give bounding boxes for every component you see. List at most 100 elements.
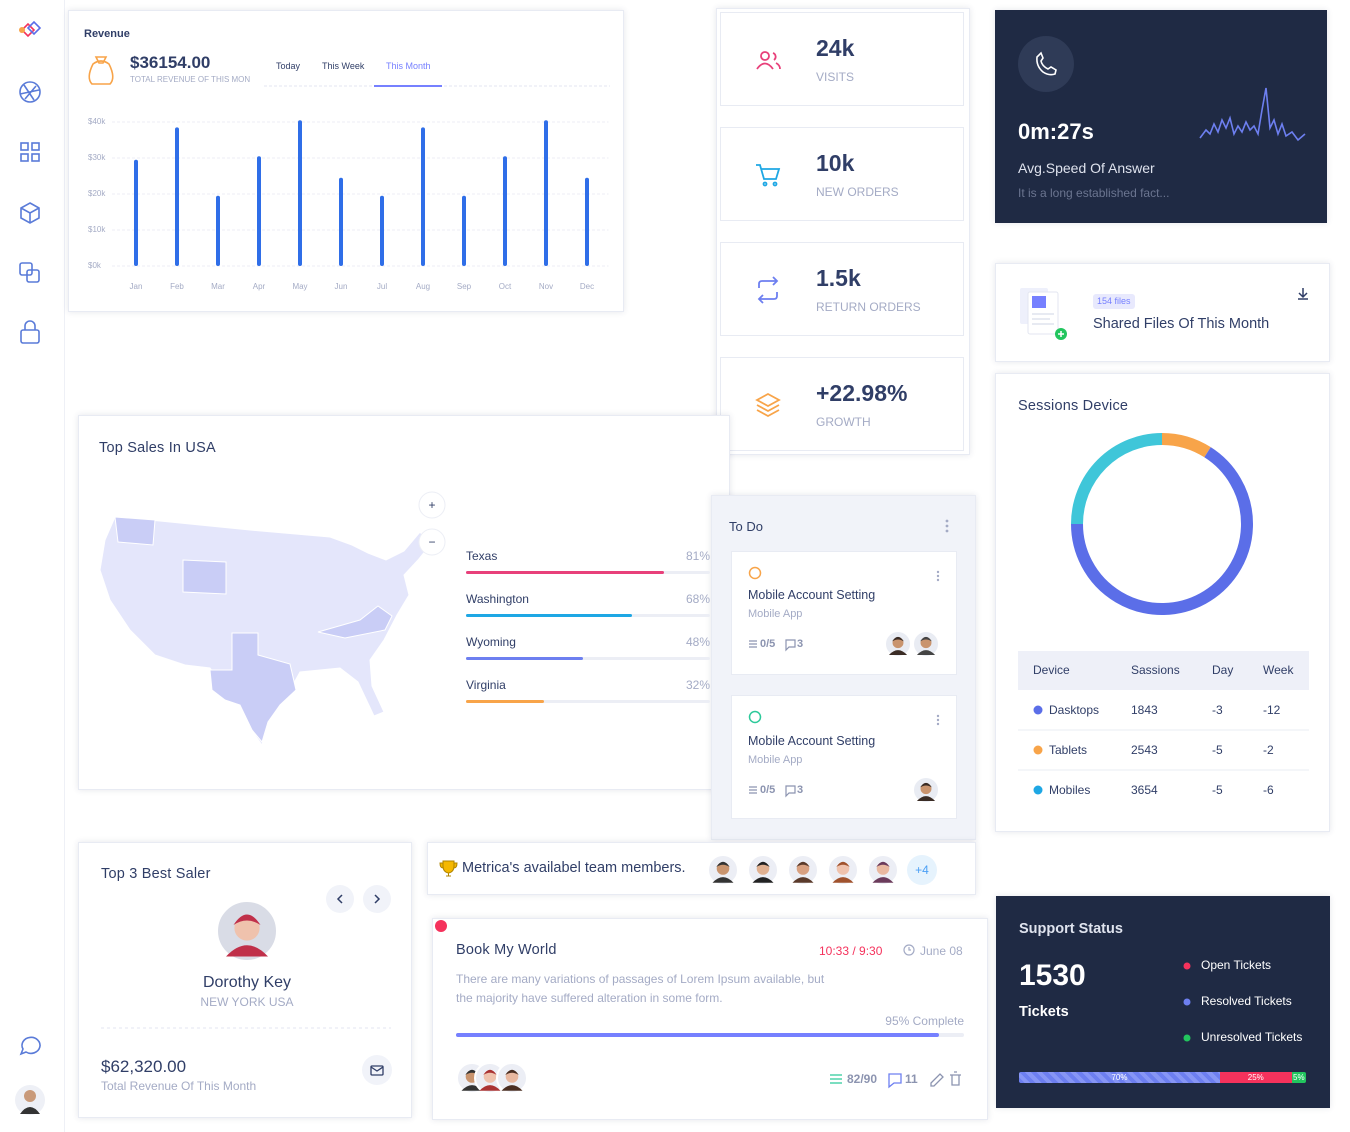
project-icons bbox=[830, 1071, 961, 1089]
tab-active[interactable]: This Month bbox=[386, 61, 431, 71]
x-tick-label: Apr bbox=[253, 282, 266, 291]
trophy-icon bbox=[439, 860, 458, 877]
avatar-face bbox=[234, 915, 260, 941]
map-state bbox=[182, 559, 227, 595]
best-saler-card bbox=[78, 842, 412, 1118]
week: -2 bbox=[1263, 743, 1274, 757]
column-header: Day bbox=[1212, 663, 1234, 677]
menu-icon[interactable] bbox=[31, 142, 40, 151]
stat-value: 24k bbox=[816, 35, 855, 61]
card-title: Support Status bbox=[1019, 921, 1123, 937]
state-bar bbox=[466, 700, 545, 703]
project-tasks: 82/90 bbox=[847, 1072, 878, 1086]
bar bbox=[257, 156, 261, 266]
zoom-out[interactable]: − bbox=[428, 535, 436, 549]
bar bbox=[544, 120, 548, 266]
column-header: Sassions bbox=[1131, 663, 1180, 677]
avatar-face bbox=[483, 1070, 497, 1083]
more-count[interactable]: +4 bbox=[915, 863, 929, 877]
menu-icon[interactable] bbox=[26, 269, 40, 283]
saler-amount: $62,320.00 bbox=[101, 1057, 187, 1076]
column-header: Week bbox=[1263, 663, 1294, 677]
legend-dot bbox=[1183, 962, 1191, 970]
todo-title: Mobile Account Setting bbox=[748, 734, 876, 748]
tab[interactable]: Today bbox=[276, 61, 301, 71]
menu-icon[interactable] bbox=[19, 81, 41, 103]
avatar-hair bbox=[756, 861, 770, 867]
project-comments: 11 bbox=[905, 1072, 918, 1086]
y-tick-label: $0k bbox=[88, 261, 102, 270]
sessions: 1843 bbox=[1131, 703, 1158, 717]
menu-icon[interactable] bbox=[31, 153, 40, 162]
device: Mobiles bbox=[1049, 783, 1091, 797]
team-text: Metrica's availabel team members. bbox=[462, 860, 686, 876]
device: Tablets bbox=[1049, 743, 1088, 757]
kebab[interactable] bbox=[936, 570, 940, 582]
more-badge[interactable] bbox=[907, 855, 937, 885]
stat-icons bbox=[755, 51, 781, 418]
menu-icon[interactable] bbox=[20, 142, 29, 151]
avatar-face bbox=[920, 783, 932, 795]
bar bbox=[462, 195, 466, 266]
state-value: 48% bbox=[685, 635, 710, 649]
mail-button[interactable] bbox=[362, 1055, 392, 1085]
x-tick-label: Dec bbox=[580, 282, 594, 291]
avatar-body bbox=[916, 796, 936, 802]
state-name: Wyoming bbox=[466, 635, 516, 649]
next-button[interactable] bbox=[363, 885, 391, 913]
day: -5 bbox=[1212, 783, 1223, 797]
answer-title: Avg.Speed Of Answer bbox=[1018, 160, 1155, 176]
kebab[interactable] bbox=[936, 714, 940, 726]
zoom-button[interactable] bbox=[418, 528, 446, 556]
bar bbox=[175, 127, 179, 267]
x-tick-label: Jan bbox=[130, 282, 143, 291]
card-title: Revenue bbox=[84, 28, 130, 40]
bar bbox=[585, 177, 589, 266]
state-track bbox=[466, 657, 710, 660]
day: -5 bbox=[1212, 743, 1223, 757]
stat-value: 10k bbox=[816, 150, 855, 176]
menu-icon[interactable] bbox=[20, 153, 29, 162]
avatar-body bbox=[792, 877, 814, 883]
saler-caption: Total Revenue Of This Month bbox=[101, 1079, 257, 1093]
donut-segment bbox=[1161, 433, 1211, 458]
bar bbox=[298, 120, 302, 266]
menu-icon[interactable] bbox=[24, 320, 36, 330]
legend-label: Unresolved Tickets bbox=[1201, 1030, 1303, 1044]
menu-icon[interactable] bbox=[20, 329, 40, 344]
avatar-face bbox=[876, 862, 890, 875]
tab[interactable]: This Week bbox=[322, 61, 365, 71]
download-icon[interactable] bbox=[1298, 288, 1308, 300]
stat-card bbox=[720, 357, 964, 451]
chat-icon[interactable] bbox=[19, 1036, 41, 1056]
sidebar bbox=[0, 0, 65, 1132]
project-description: There are many variations of passages of… bbox=[456, 972, 825, 1005]
state-track bbox=[466, 571, 710, 574]
stat-value: 1.5k bbox=[816, 265, 861, 291]
prev-button[interactable] bbox=[326, 885, 354, 913]
menu-icon[interactable] bbox=[20, 202, 40, 224]
menu-icon[interactable] bbox=[19, 84, 40, 101]
support-bar: 70% 25% 5% bbox=[1019, 1072, 1306, 1083]
zoom-in[interactable]: + bbox=[428, 498, 436, 512]
menu-icon[interactable] bbox=[19, 262, 33, 276]
todo-comments: 3 bbox=[797, 784, 804, 796]
state-track bbox=[466, 614, 710, 617]
device-dot bbox=[1033, 705, 1043, 715]
week: -12 bbox=[1263, 703, 1281, 717]
bar bbox=[421, 127, 425, 267]
answer-text: It is a long established fact... bbox=[1018, 186, 1170, 200]
cart-icon bbox=[756, 164, 781, 187]
avatar-hair bbox=[892, 636, 904, 642]
user-avatar bbox=[24, 1090, 36, 1102]
zoom-button[interactable] bbox=[418, 491, 446, 519]
state-name: Virginia bbox=[466, 678, 506, 692]
bar bbox=[380, 195, 384, 266]
project-time: 10:33 / 9:30 bbox=[819, 944, 883, 958]
saler-name: Dorothy Key bbox=[202, 974, 292, 991]
amount: $36154.00 bbox=[130, 53, 211, 72]
kebab[interactable] bbox=[945, 519, 949, 533]
todo-comments: 3 bbox=[797, 638, 804, 650]
